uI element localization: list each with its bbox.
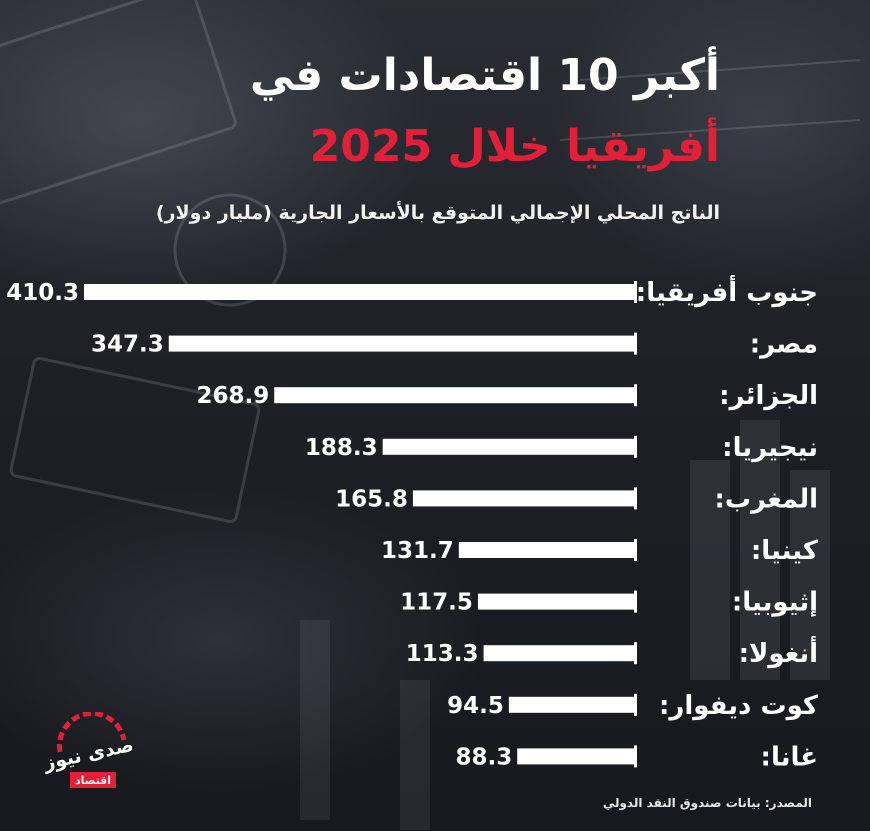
bar-baseline-cap [634,590,637,613]
bar-value-label: 410.3 [6,280,79,306]
bar-row: 88.3 غانا: [455,742,818,772]
bar-baseline-cap [634,384,637,407]
bar-value-label: 88.3 [455,744,512,770]
bar-value-label: 113.3 [406,641,479,667]
category-label: المغرب: [715,484,818,514]
chart-title-line1: أكبر 10 اقتصادات في [249,50,720,101]
bar-row: 165.8 المغرب: [335,484,818,514]
category-label: كينيا: [751,536,819,566]
bar-row: 113.3 أنغولا: [406,636,818,669]
category-label: غانا: [761,742,818,772]
bar [274,387,636,404]
bar-row: 347.3 مصر: [91,330,818,360]
chart-title-line2: أفريقيا خلال 2025 [309,121,720,172]
bar [483,645,636,662]
category-label: أنغولا: [739,636,818,669]
bar-row: 268.9 الجزائر: [196,381,818,411]
bar-value-label: 94.5 [447,693,504,719]
bar-baseline-cap [634,435,637,458]
bar [412,490,636,507]
bar-baseline-cap [634,487,637,510]
bar-value-label: 188.3 [305,435,378,461]
logo-tag: اقتصاد [75,774,111,787]
bar-baseline-cap [634,539,637,561]
bar [517,748,636,765]
category-label: الجزائر: [719,381,818,411]
category-label: نيجيريا: [722,433,818,463]
bar-value-label: 268.9 [196,383,269,409]
bar-value-label: 165.8 [335,486,408,512]
bar-row: 131.7 كينيا: [381,536,819,566]
category-label: مصر: [750,330,818,360]
bar [477,593,636,610]
bar-row: 117.5 إثيوبيا: [400,588,818,618]
bar [382,438,636,455]
bar-baseline-cap [634,745,637,768]
category-label: إثيوبيا: [732,588,818,618]
logo-text: صدى نيوز [42,734,132,775]
bar-row: 94.5 كوت ديفوار: [447,691,819,721]
bar-baseline-cap [634,642,637,665]
bar-baseline-cap [634,693,637,716]
bar-baseline-cap [634,281,637,303]
bar-baseline-cap [634,332,637,355]
bar-row: 188.3 نيجيريا: [305,433,818,463]
source-note: المصدر: بيانات صندوق النقد الدولي [602,796,812,810]
bar [458,542,636,558]
bar-row: 410.3 جنوب أفريقيا: [6,275,818,308]
category-label: كوت ديفوار: [659,691,819,721]
bar [168,335,636,352]
bar-value-label: 117.5 [400,590,473,616]
logo-swoosh [56,712,127,753]
bar-value-label: 131.7 [381,538,454,564]
brand-logo: صدى نيوز اقتصاد [42,712,132,788]
bar [84,284,636,300]
chart-subtitle: الناتج المحلي الإجمالي المتوقع بالأسعار … [155,202,720,224]
bar [508,696,636,713]
logo-tag-box [70,772,116,788]
bar-value-label: 347.3 [91,332,164,358]
category-label: جنوب أفريقيا: [636,275,818,308]
